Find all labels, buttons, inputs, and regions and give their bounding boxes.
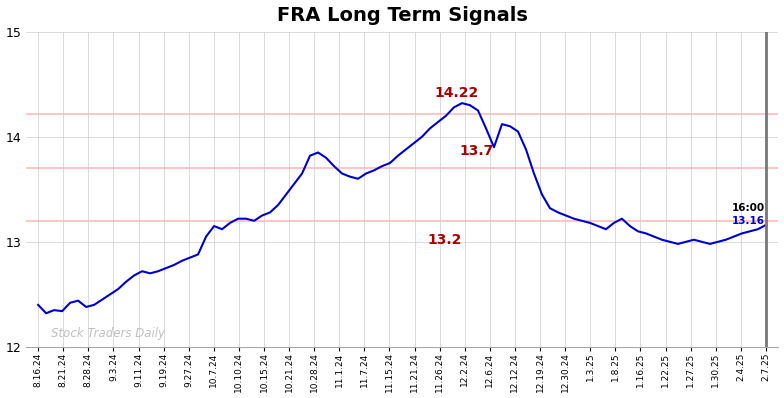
Text: 13.16: 13.16 <box>731 216 764 226</box>
Text: 16:00: 16:00 <box>731 203 764 213</box>
Text: 14.22: 14.22 <box>434 86 479 100</box>
Text: 13.2: 13.2 <box>427 233 462 247</box>
Title: FRA Long Term Signals: FRA Long Term Signals <box>277 6 528 25</box>
Text: Stock Traders Daily: Stock Traders Daily <box>51 326 165 339</box>
Text: 13.7: 13.7 <box>459 144 494 158</box>
